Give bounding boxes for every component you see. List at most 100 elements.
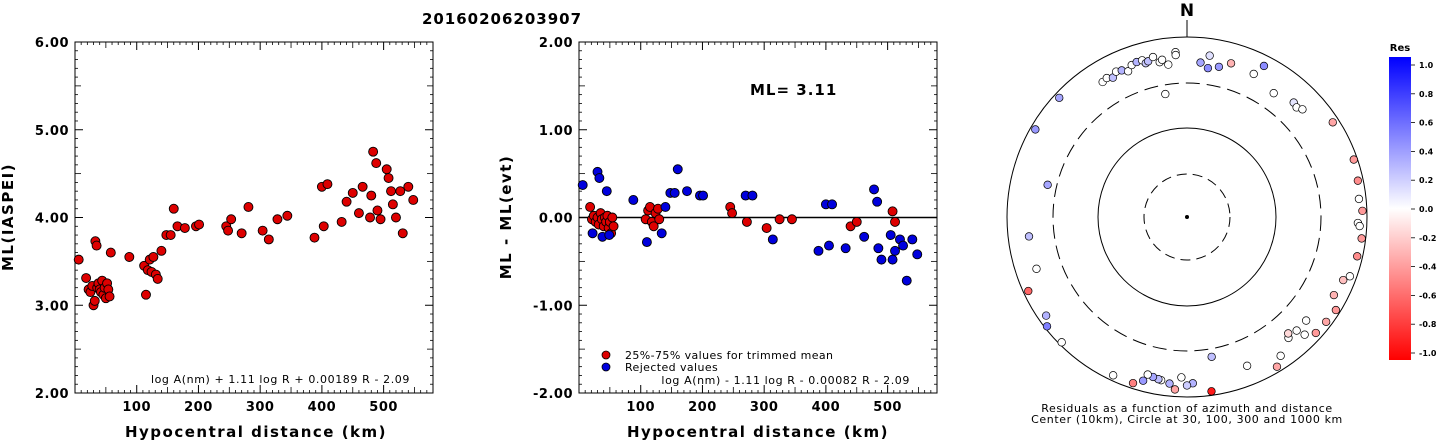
blue-data-point — [827, 199, 838, 210]
blue-data-point — [682, 186, 692, 197]
colorbar-tick-label: -0.6 — [1419, 291, 1437, 300]
blue-data-point — [601, 186, 612, 197]
data-point — [263, 234, 274, 245]
station-marker — [1328, 118, 1337, 127]
station-marker — [1128, 378, 1138, 388]
blue-data-point — [824, 240, 834, 251]
blue-data-point — [912, 249, 923, 260]
station-marker — [1226, 59, 1236, 68]
data-point — [353, 208, 364, 219]
residual-colorbar: Res 1.0 0.8 0.6 0.4 0.2 0.0 -0.2 -0.4 -0.6 -0.8 -1… — [1389, 43, 1437, 360]
colorbar-title: Res — [1390, 43, 1410, 54]
data-point — [387, 199, 398, 210]
data-point — [89, 295, 100, 306]
y-tick-label: 3.00 — [35, 299, 69, 314]
red-data-point — [786, 214, 797, 225]
station-marker — [1259, 61, 1269, 71]
station-marker — [1358, 206, 1367, 216]
attenuation-formula: log A(nm) - 1.11 log R - 0.00082 R - 2.0… — [661, 374, 910, 387]
x-tick-label: 100 — [626, 400, 655, 415]
station-marker — [1024, 232, 1034, 241]
station-marker — [1203, 63, 1213, 73]
station-marker — [1157, 55, 1167, 64]
data-point — [391, 212, 401, 223]
data-point — [347, 187, 358, 198]
blue-data-point — [577, 180, 588, 190]
x-tick-label: 200 — [184, 400, 213, 415]
data-point — [318, 221, 329, 232]
colorbar-tick-label: 0.6 — [1419, 119, 1434, 128]
colorbar-tick-label: 1.0 — [1419, 61, 1434, 70]
ring-30km — [1143, 173, 1231, 261]
data-points — [577, 164, 923, 286]
blue-data-point — [873, 243, 884, 254]
map-caption-line2: Center (10km), Circle at 30, 100, 300 an… — [1031, 413, 1343, 426]
station-marker — [1170, 385, 1180, 394]
station-marker — [1301, 316, 1311, 325]
data-point — [243, 202, 254, 212]
data-point — [375, 214, 386, 225]
colorbar-tick-label: -0.4 — [1419, 263, 1437, 272]
data-point — [341, 196, 352, 207]
data-point — [194, 219, 205, 230]
y-tick-label: 0.00 — [539, 212, 573, 227]
data-point — [179, 223, 190, 233]
data-point — [226, 214, 237, 225]
data-point — [383, 173, 394, 183]
station-marker — [1339, 275, 1348, 285]
data-point — [371, 158, 382, 169]
x-tick-label: 500 — [873, 400, 902, 415]
colorbar-tick-label: -0.8 — [1419, 320, 1437, 329]
station-marker — [1161, 89, 1170, 99]
x-tick-label: 200 — [688, 400, 717, 415]
station-marker — [1123, 67, 1133, 76]
legend-red-label: 25%-75% values for trimmed mean — [625, 349, 833, 362]
red-data-point — [608, 221, 619, 232]
colorbar-tick-label: 0.4 — [1419, 147, 1434, 156]
station-marker — [1214, 62, 1224, 71]
data-point — [168, 203, 179, 214]
blue-data-point — [587, 228, 598, 239]
blue-data-point — [656, 228, 667, 239]
station-marker — [1055, 93, 1064, 103]
y-tick-label: -2.00 — [533, 387, 573, 402]
axis-ticks: 100 200 300 400 500 2.00 1.00 0.00 -1.00 -2.00 — [533, 36, 937, 415]
attenuation-formula: log A(nm) + 1.11 log R + 0.00189 R - 2.0… — [151, 373, 410, 386]
data-point — [408, 194, 419, 205]
station-marker — [1182, 381, 1192, 390]
station-marker — [1269, 89, 1278, 98]
data-point — [105, 247, 116, 258]
data-point — [386, 186, 396, 197]
colorbar-tick-label: -0.2 — [1419, 234, 1437, 243]
blue-data-point — [594, 173, 605, 183]
magnitude-distance-panel: 100 200 300 400 500 6.00 5.00 4.00 3.00 2.00 log … — [0, 36, 434, 441]
data-point — [73, 254, 84, 265]
colorbar-tick-label: 0.0 — [1419, 205, 1434, 214]
y-axis-label: ML(IASPEI) — [0, 163, 17, 271]
red-data-point — [887, 206, 898, 217]
station-marker — [1024, 286, 1033, 296]
data-point — [282, 210, 293, 221]
y-tick-label: 4.00 — [35, 212, 69, 227]
blue-data-point — [901, 275, 912, 286]
station-marker — [1322, 317, 1331, 327]
blue-data-point — [698, 190, 709, 201]
blue-data-point — [840, 243, 851, 254]
blue-data-point — [767, 234, 778, 245]
data-point — [309, 232, 320, 243]
colorbar-ticks: 1.0 0.8 0.6 0.4 0.2 0.0 -0.2 -0.4 -0.6 -0.8 -1.0 — [1411, 61, 1437, 358]
station-marker — [1242, 361, 1252, 370]
blue-data-point — [872, 196, 883, 207]
station-marker — [1109, 371, 1118, 380]
station-marker — [1249, 69, 1258, 79]
red-data-point — [727, 208, 738, 219]
station-marker — [1042, 322, 1052, 331]
azimuth-residual-map: N Residuals as a function of azimuth and… — [1006, 1, 1368, 426]
station-marker — [1164, 60, 1173, 69]
station-marker — [1354, 194, 1364, 204]
blue-data-point — [628, 194, 639, 205]
data-point — [336, 216, 347, 227]
station-marker — [1298, 105, 1307, 114]
station-marker — [1041, 311, 1051, 320]
